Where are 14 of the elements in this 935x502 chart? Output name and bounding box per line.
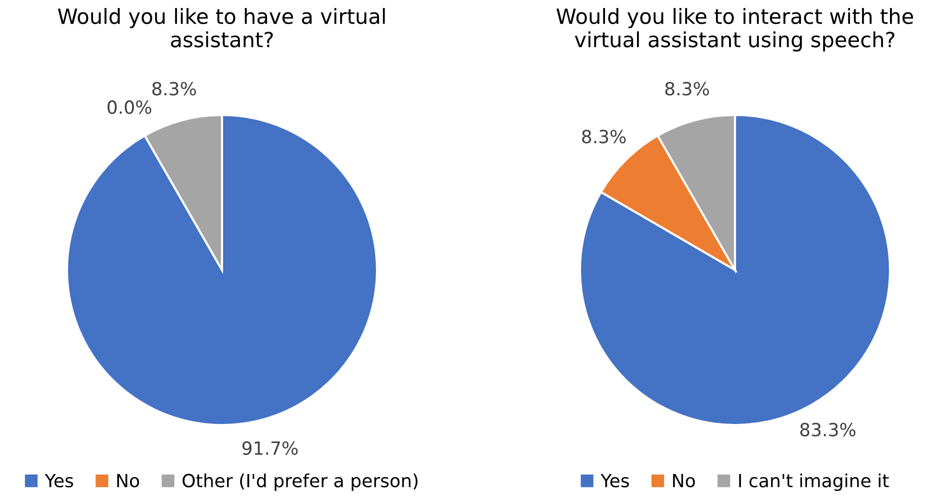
data-label: 8.3% xyxy=(152,82,196,96)
data-label: 83.3% xyxy=(800,422,856,436)
data-label: 8.3% xyxy=(665,82,709,96)
legend-label: I can't imagine it xyxy=(739,473,889,491)
legend-label: No xyxy=(117,474,140,488)
text: 0.0% xyxy=(108,100,152,114)
chart-title: Would you like to interact with the virtual assistant using speech? xyxy=(556,8,914,52)
chart-title: Would you like to have a virtual assistant? xyxy=(58,8,385,48)
data-label: 8.3% xyxy=(582,130,626,144)
legend-label: No xyxy=(673,474,695,488)
legend-label: Yes xyxy=(600,474,629,488)
legend-label: Yes xyxy=(44,474,74,488)
data-label: 91.7% xyxy=(242,441,298,455)
legend-label: Other (I'd prefer a person) xyxy=(182,473,418,491)
